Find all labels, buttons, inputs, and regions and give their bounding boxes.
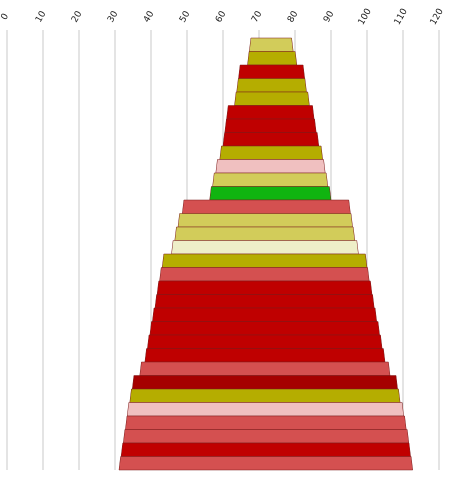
band-1 bbox=[249, 37, 294, 52]
band-9 bbox=[219, 145, 323, 160]
band-31 bbox=[120, 442, 411, 457]
x-tick-label: 60 bbox=[214, 9, 229, 24]
band-29 bbox=[125, 415, 407, 430]
band-layer bbox=[118, 37, 413, 471]
band-32 bbox=[118, 456, 413, 471]
band-26 bbox=[132, 375, 398, 390]
x-tick-label: 90 bbox=[322, 9, 337, 24]
band-23 bbox=[147, 334, 383, 349]
band-5 bbox=[234, 91, 310, 106]
band-19 bbox=[156, 280, 373, 295]
x-tick-label: 50 bbox=[178, 9, 193, 24]
band-7 bbox=[224, 118, 317, 133]
band-4 bbox=[236, 78, 307, 93]
x-tick-label: 30 bbox=[106, 9, 121, 24]
band-2 bbox=[247, 51, 298, 66]
x-tick-label: 80 bbox=[286, 9, 301, 24]
band-22 bbox=[149, 321, 380, 336]
band-11 bbox=[212, 172, 329, 187]
x-tick-label: 0 bbox=[0, 12, 11, 22]
band-12 bbox=[209, 186, 332, 201]
x-tick-label: 70 bbox=[250, 9, 265, 24]
band-15 bbox=[174, 226, 356, 241]
x-tick-label: 120 bbox=[429, 7, 446, 27]
band-16 bbox=[171, 240, 359, 255]
band-8 bbox=[222, 132, 320, 147]
band-21 bbox=[152, 307, 377, 322]
band-24 bbox=[144, 348, 386, 363]
band-27 bbox=[129, 388, 401, 403]
band-17 bbox=[161, 253, 368, 268]
x-tick-label: 100 bbox=[357, 7, 374, 27]
band-14 bbox=[177, 213, 353, 228]
band-25 bbox=[139, 361, 391, 376]
band-3 bbox=[238, 64, 305, 79]
band-30 bbox=[123, 429, 410, 444]
x-tick-label: 40 bbox=[142, 9, 157, 24]
band-10 bbox=[215, 159, 326, 174]
x-tick-label: 10 bbox=[34, 9, 49, 24]
band-28 bbox=[126, 402, 404, 417]
x-tick-label: 20 bbox=[70, 9, 85, 24]
band-18 bbox=[159, 267, 370, 282]
band-6 bbox=[226, 105, 315, 120]
band-20 bbox=[154, 294, 375, 309]
band-13 bbox=[182, 199, 351, 214]
x-tick-labels: 0 10 20 30 40 50 60 70 80 90 100 110 120 bbox=[0, 7, 446, 27]
x-tick-label: 110 bbox=[393, 7, 410, 27]
